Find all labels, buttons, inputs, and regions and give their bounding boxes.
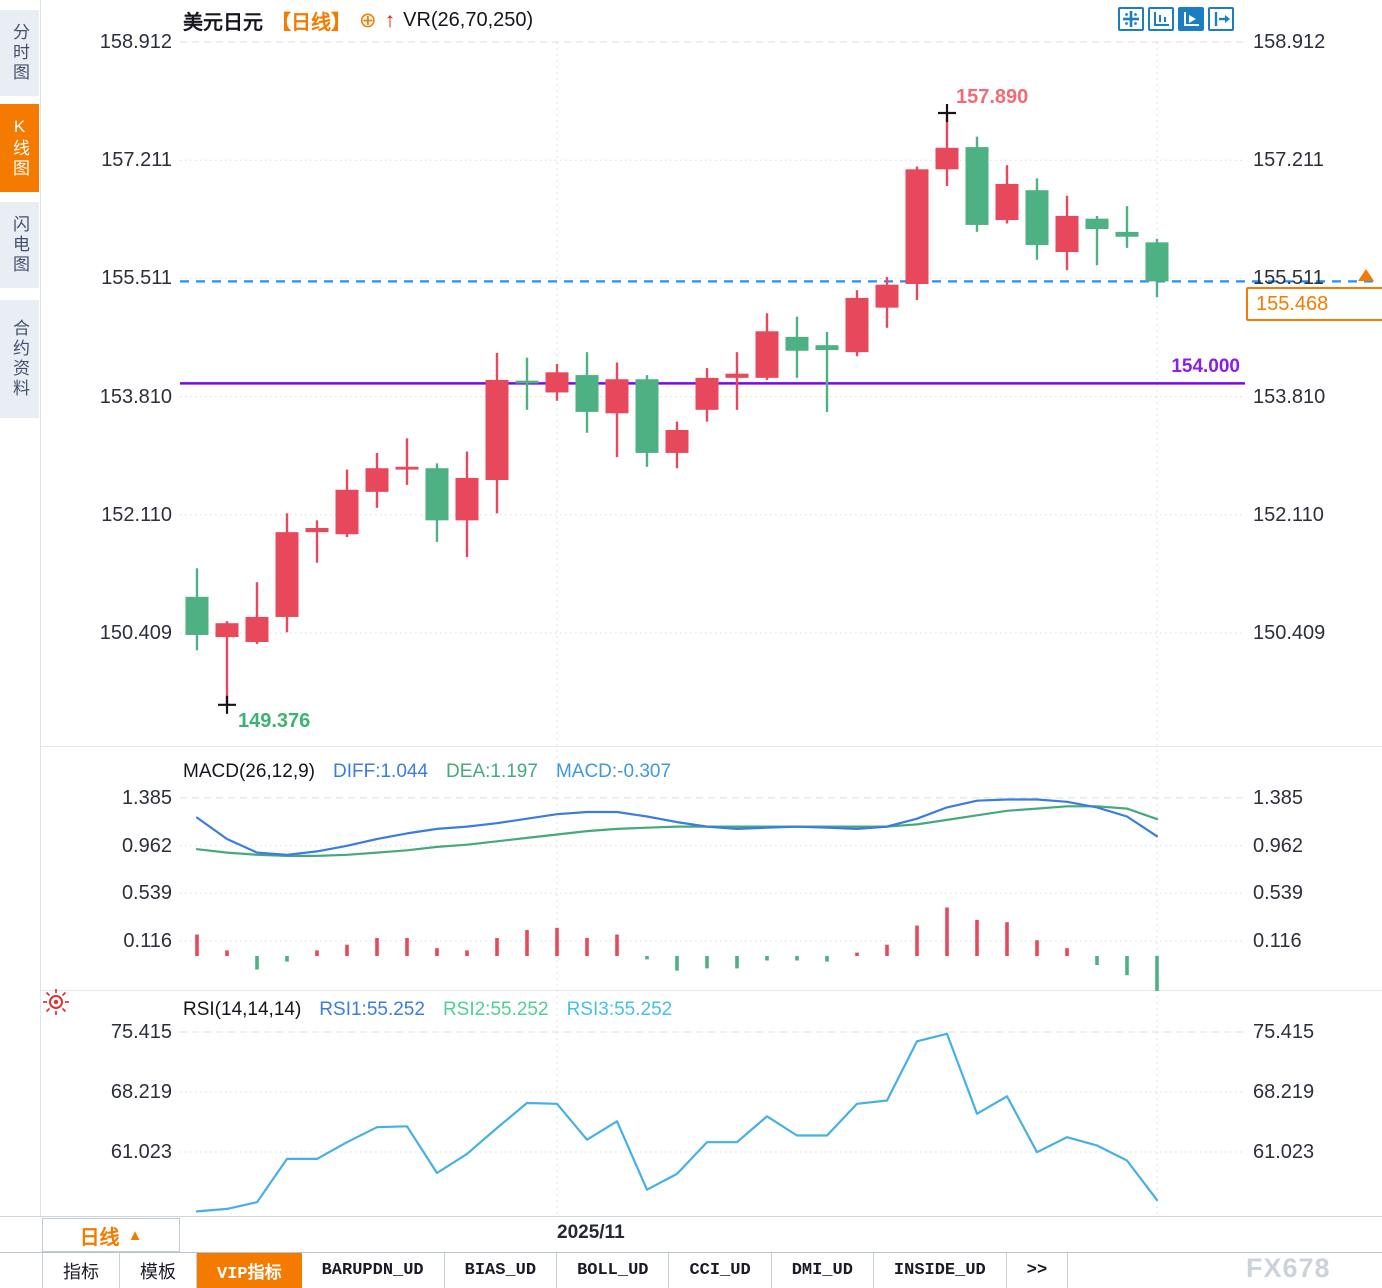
period-selector-button[interactable]: 日线 ▲ (42, 1218, 180, 1252)
y-axis-label: 0.116 (1253, 930, 1302, 952)
chart-toolbar (1118, 7, 1234, 31)
y-axis-label: 0.539 (121, 882, 172, 905)
tab-inside-ud[interactable]: INSIDE_UD (874, 1253, 1007, 1288)
rsi3-value: RSI3:55.252 (566, 999, 673, 1020)
y-axis-label: 75.415 (110, 1020, 172, 1043)
rsi2-value: RSI2:55.252 (442, 999, 549, 1020)
tab--[interactable]: >> (1007, 1253, 1069, 1288)
symbol-title: 美元日元 (183, 12, 263, 34)
y-axis-label: 68.219 (110, 1080, 172, 1103)
indicator-tab-bar: 指标 模板 VIP指标 BARUPDN_UD BIAS_UD BOLL_UD CCI_UD D… (0, 1252, 1382, 1288)
circle-plus-icon[interactable]: ⊕ (359, 9, 377, 32)
y-axis-label: 152.110 (101, 503, 172, 526)
y-axis-label: 0.116 (123, 930, 172, 952)
y-axis-label: 158.912 (1253, 31, 1326, 53)
macd-title[interactable]: MACD(26,12,9) (183, 761, 315, 782)
export-icon[interactable] (1208, 7, 1234, 31)
axis-play-icon[interactable] (1178, 7, 1204, 31)
indicator-label: VR(26,70,250) (403, 9, 534, 31)
sidebar-item-1[interactable]: K线图 (0, 104, 39, 192)
y-axis-label: 158.912 (99, 31, 172, 53)
y-axis-label: 68.219 (1253, 1080, 1315, 1103)
y-axis-label: 157.211 (1253, 149, 1324, 172)
y-axis-label: 0.539 (1253, 882, 1304, 905)
tab-cci-ud[interactable]: CCI_UD (669, 1253, 772, 1288)
y-axis-label: 1.385 (1253, 786, 1304, 809)
macd-hist-value: MACD:-0.307 (555, 761, 672, 782)
period-label: 日线 (79, 1226, 120, 1249)
y-axis-label: 155.511 (101, 267, 172, 290)
sidebar-item-2[interactable]: 闪电图 (0, 202, 39, 288)
period-tag: 【日线】 (271, 12, 351, 34)
x-axis-date-label: 2025/11 (557, 1222, 625, 1243)
macd-dea-value: DEA:1.197 (446, 761, 538, 782)
tab-模板[interactable]: 模板 (120, 1253, 197, 1288)
up-arrow-icon: ↑ (384, 8, 396, 32)
watermark-logo: FX678 (1246, 1253, 1331, 1283)
last-price-badge: 155.468 (1246, 287, 1382, 321)
chart-header: 美元日元 【日线】 ⊕ ↑ VR(26,70,250) (183, 6, 533, 35)
y-axis-label: 61.023 (110, 1141, 172, 1163)
tab-指标[interactable]: 指标 (42, 1253, 120, 1288)
rsi1-value: RSI1:55.252 (319, 999, 425, 1020)
y-axis-label: 155.511 (1253, 267, 1324, 290)
macd-diff-value: DIFF:1.044 (333, 761, 429, 782)
price-up-triangle-icon (1358, 269, 1374, 281)
left-sidebar: 分时图 K线图闪电图合约资料 (0, 0, 41, 1216)
date-axis-row: 日线 ▲ 2025/11 (0, 1216, 1382, 1252)
y-axis-label: 157.211 (101, 149, 172, 172)
tab-dmi-ud[interactable]: DMI_UD (772, 1253, 874, 1288)
y-axis-label: 1.385 (121, 786, 172, 809)
y-axis-label: 61.023 (1253, 1141, 1315, 1163)
y-axis-label: 0.962 (121, 834, 172, 857)
tab-vip指标[interactable]: VIP指标 (197, 1253, 302, 1288)
tab-bias-ud[interactable]: BIAS_UD (445, 1253, 558, 1288)
triangle-up-icon: ▲ (127, 1226, 143, 1244)
y-axis-label: 150.409 (99, 622, 172, 644)
axis-chart-icon[interactable] (1148, 7, 1174, 31)
sidebar-item-3[interactable]: 合约资料 (0, 300, 39, 418)
y-axis-label: 0.962 (1253, 834, 1304, 857)
tab-boll-ud[interactable]: BOLL_UD (557, 1253, 670, 1288)
pan-icon[interactable] (1118, 7, 1144, 31)
sidebar-item-0[interactable]: 分时图 (0, 10, 39, 96)
y-axis-label: 75.415 (1253, 1020, 1315, 1043)
tab-barupdn-ud[interactable]: BARUPDN_UD (302, 1253, 445, 1288)
low-price-annotation: 149.376 (238, 710, 311, 732)
support-line-label: 154.000 (1171, 356, 1240, 377)
rsi-header: RSI(14,14,14) RSI1:55.252 RSI2:55.252 RS… (183, 999, 672, 1021)
rsi-title[interactable]: RSI(14,14,14) (183, 999, 302, 1020)
indicator-settings-sun-icon[interactable] (42, 988, 70, 1021)
y-axis-label: 150.409 (1253, 622, 1326, 644)
y-axis-label: 153.810 (1253, 385, 1326, 408)
high-price-annotation: 157.890 (956, 86, 1029, 108)
y-axis-label: 153.810 (99, 385, 172, 408)
y-axis-label: 152.110 (1253, 503, 1324, 526)
macd-header: MACD(26,12,9) DIFF:1.044 DEA:1.197 MACD:… (183, 761, 671, 783)
